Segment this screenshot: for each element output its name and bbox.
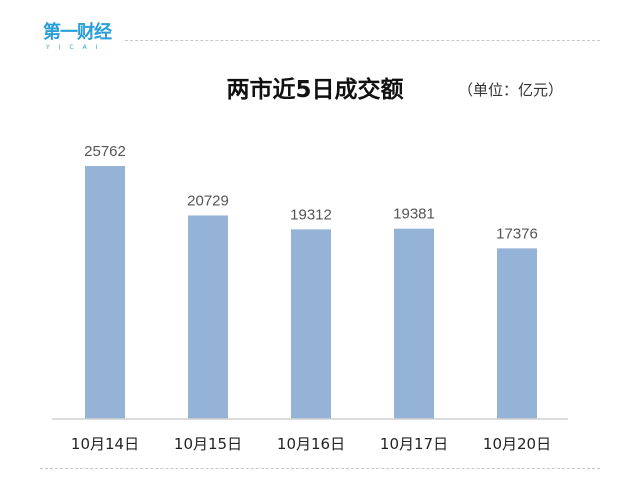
x-tick-label: 10月17日	[380, 435, 448, 453]
x-tick-label: 10月20日	[483, 435, 551, 453]
bar	[291, 229, 331, 419]
x-tick-label: 10月16日	[277, 435, 345, 453]
yicai-logo-sub: YICAI	[46, 44, 107, 51]
yicai-logo: 第一财经	[43, 22, 112, 43]
data-label: 19312	[290, 206, 332, 223]
data-label: 25762	[84, 143, 126, 160]
x-tick-label: 10月14日	[71, 435, 139, 453]
chart-title: 两市近5日成交额	[226, 77, 404, 103]
bar	[188, 215, 228, 419]
x-tick-label: 10月15日	[174, 435, 242, 453]
top-divider	[125, 40, 600, 41]
data-label: 17376	[496, 225, 538, 242]
data-label: 20729	[187, 192, 229, 209]
data-label: 19381	[393, 206, 435, 223]
bar	[394, 228, 434, 419]
bottom-divider	[40, 468, 600, 469]
bar	[497, 248, 537, 419]
bar	[85, 166, 125, 419]
unit-label: （单位：亿元）	[458, 81, 564, 99]
